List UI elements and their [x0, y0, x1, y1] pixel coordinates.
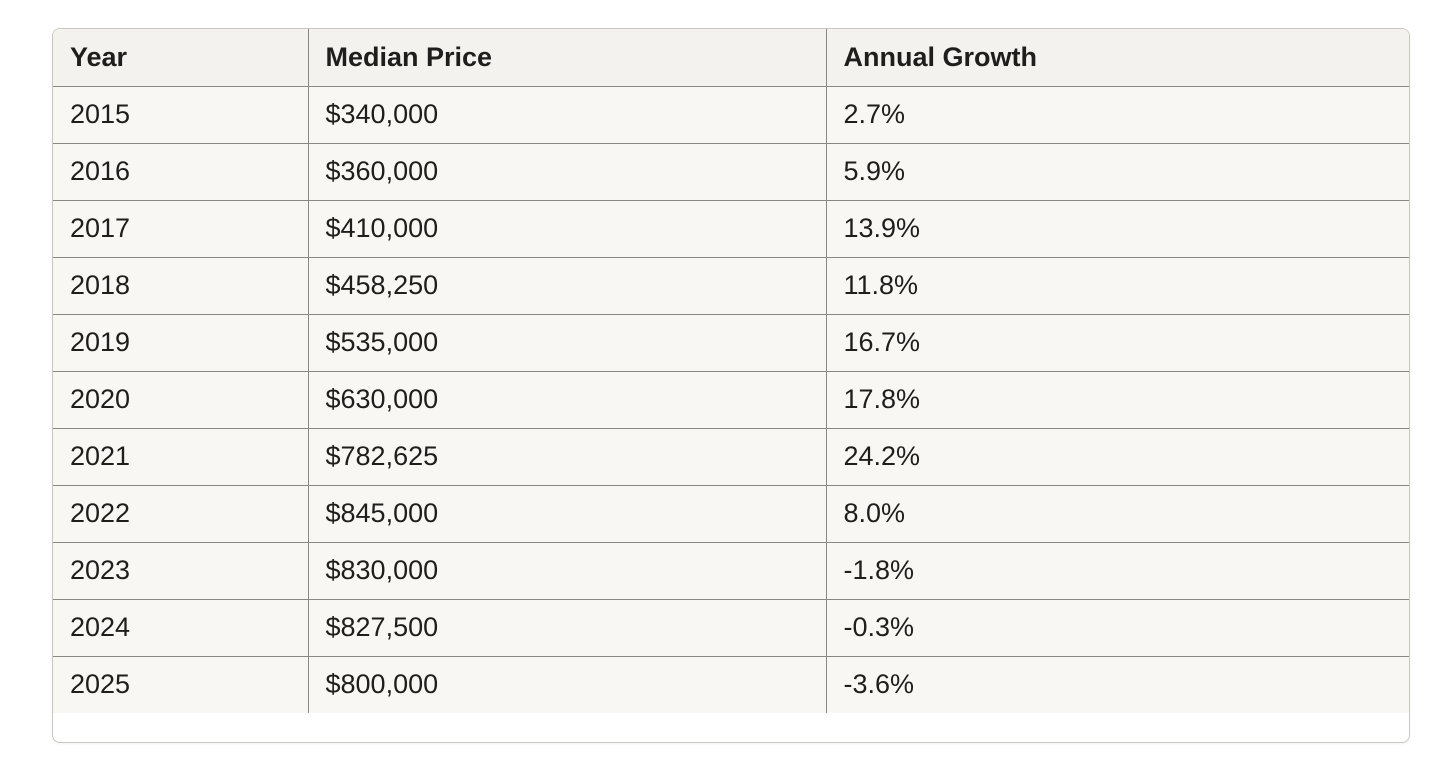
- cell-annual-growth: -0.3%: [826, 599, 1409, 657]
- table-row: 2021 $782,625 24.2%: [53, 428, 1409, 486]
- cell-median-price: $782,625: [308, 428, 827, 486]
- cell-median-price: $830,000: [308, 542, 827, 600]
- cell-median-price: $800,000: [308, 656, 827, 713]
- cell-annual-growth: -3.6%: [843, 669, 915, 700]
- cell-annual-growth: 16.7%: [826, 314, 1409, 372]
- cell-median-price: $360,000: [308, 143, 827, 201]
- cell-year: 2023: [53, 542, 309, 600]
- table-row: 2019 $535,000 16.7%: [53, 314, 1409, 372]
- cell-median-price: $630,000: [308, 371, 827, 429]
- cell-year: 2019: [53, 314, 309, 372]
- cell-median-price: $827,500: [308, 599, 827, 657]
- table-row: 2022 $845,000 8.0%: [53, 485, 1409, 543]
- table-row: 2018 $458,250 11.8%: [53, 257, 1409, 315]
- table-row: 2017 $410,000 13.9%: [53, 200, 1409, 258]
- cell-annual-growth: -1.8%: [826, 542, 1409, 600]
- cell-annual-growth: 2.7%: [826, 86, 1409, 144]
- data-table-card: Year Median Price Annual Growth 2015 $34…: [52, 28, 1410, 743]
- median-price-table: Year Median Price Annual Growth 2015 $34…: [53, 29, 1409, 713]
- cell-median-price: $410,000: [308, 200, 827, 258]
- cell-year: 2025: [53, 656, 309, 713]
- cell-year: 2024: [53, 599, 309, 657]
- cell-year: 2016: [53, 143, 309, 201]
- cell-year: 2022: [53, 485, 309, 543]
- cell-median-price: $535,000: [308, 314, 827, 372]
- cell-year: 2018: [53, 257, 309, 315]
- cell-annual-growth: 11.8%: [826, 257, 1409, 315]
- column-header-median-price: Median Price: [308, 29, 827, 87]
- cell-year: 2017: [53, 200, 309, 258]
- table-row: 2016 $360,000 5.9%: [53, 143, 1409, 201]
- table-row: 2024 $827,500 -0.3%: [53, 599, 1409, 657]
- cell-annual-growth: 5.9%: [826, 143, 1409, 201]
- cell-annual-growth: 17.8%: [826, 371, 1409, 429]
- cell-year: 2015: [53, 86, 309, 144]
- cell-year: 2021: [53, 428, 309, 486]
- cell-median-price: $458,250: [308, 257, 827, 315]
- cell-median-price: $845,000: [308, 485, 827, 543]
- cell-median-price: $340,000: [308, 86, 827, 144]
- column-header-year: Year: [53, 29, 309, 87]
- table-row: 2025 $800,000 -3.6%: [53, 656, 1409, 713]
- table-row: 2015 $340,000 2.7%: [53, 86, 1409, 144]
- table-header-row: Year Median Price Annual Growth: [53, 29, 1409, 87]
- column-header-annual-growth: Annual Growth: [826, 29, 1409, 87]
- cell-annual-growth: 13.9%: [826, 200, 1409, 258]
- table-row: 2020 $630,000 17.8%: [53, 371, 1409, 429]
- cell-annual-growth: 24.2%: [826, 428, 1409, 486]
- cell-year: 2020: [53, 371, 309, 429]
- cell-annual-growth: 8.0%: [826, 485, 1409, 543]
- table-row: 2023 $830,000 -1.8%: [53, 542, 1409, 600]
